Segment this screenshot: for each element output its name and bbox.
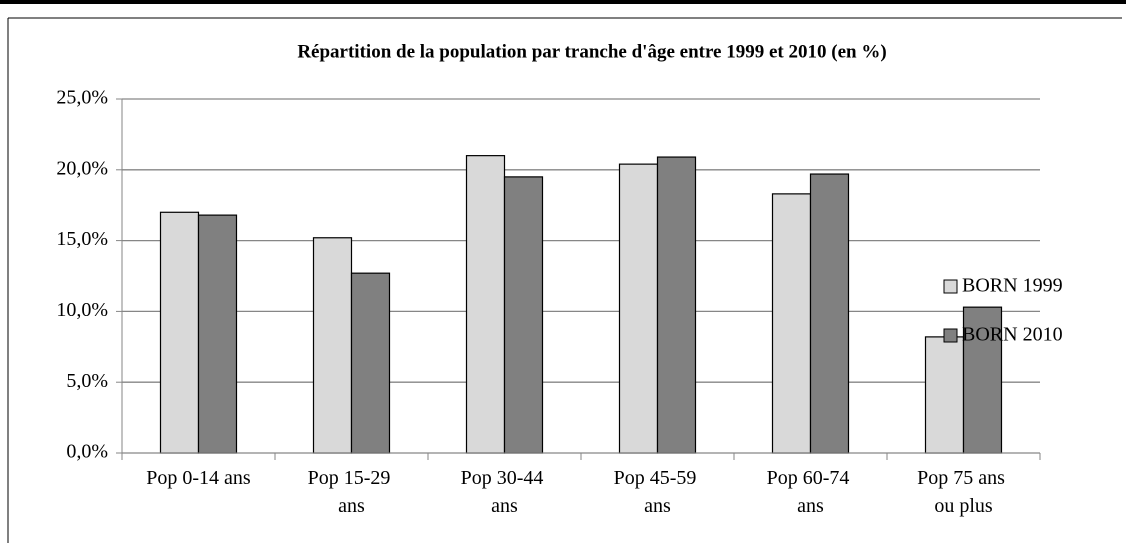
y-tick-label: 15,0%: [56, 228, 108, 250]
bar: [809, 173, 850, 454]
y-tick-label: 20,0%: [56, 157, 108, 179]
bar: [771, 193, 812, 454]
bar: [350, 272, 391, 454]
legend-label: BORN 1999: [962, 275, 1063, 297]
bar: [618, 163, 659, 454]
y-tick-label: 25,0%: [56, 87, 108, 109]
bar: [197, 214, 238, 454]
top-border: [0, 0, 1126, 4]
x-tick-label: Pop 60-74 ans: [767, 467, 855, 517]
y-tick-label: 5,0%: [66, 370, 108, 392]
bar: [924, 336, 965, 454]
y-tick-label: 0,0%: [66, 441, 108, 463]
x-tick-label: Pop 30-44 ans: [461, 467, 549, 517]
bar: [159, 211, 200, 454]
x-tick-label: Pop 0-14 ans: [146, 467, 251, 489]
x-tick-label: Pop 15-29 ans: [308, 467, 396, 517]
x-tick-label: Pop 75 ans ou plus: [917, 467, 1010, 517]
bar: [465, 155, 506, 454]
chart-title: Répartition de la population par tranche…: [297, 41, 886, 62]
bar: [503, 176, 544, 454]
bar: [312, 237, 353, 454]
legend-swatch: [943, 279, 958, 294]
x-tick-label: Pop 45-59 ans: [614, 467, 702, 517]
legend-label: BORN 2010: [962, 324, 1063, 346]
legend-swatch: [943, 328, 958, 343]
y-tick-label: 10,0%: [56, 299, 108, 321]
bar: [656, 156, 697, 454]
